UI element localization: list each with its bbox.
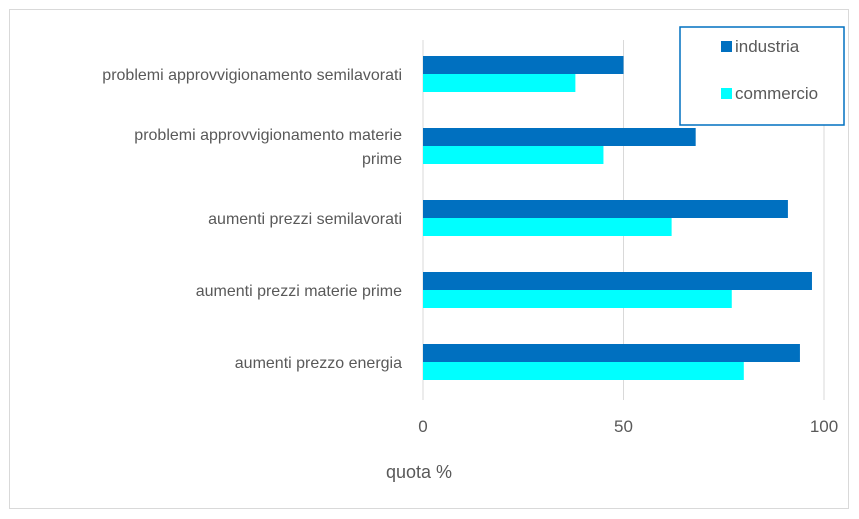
legend-label-industria: industria: [735, 37, 800, 56]
bar-chart: problemi approvvigionamento semilavorati…: [102, 26, 845, 482]
bar-industria-0: [423, 56, 624, 74]
legend: industria commercio: [679, 26, 845, 126]
legend-box: [679, 26, 845, 126]
category-label: aumenti prezzi semilavorati: [208, 211, 402, 228]
x-tick-labels: 0 50 100: [418, 417, 838, 436]
chart-frame: problemi approvvigionamento semilavorati…: [9, 9, 849, 509]
bars: [423, 56, 812, 380]
category-labels: problemi approvvigionamento semilavorati…: [102, 67, 402, 372]
category-label: problemi approvvigionamento materie: [134, 127, 402, 144]
bar-commercio-0: [423, 74, 576, 92]
legend-swatch-commercio: [721, 88, 732, 99]
category-label: aumenti prezzo energia: [235, 355, 402, 372]
bar-commercio-2: [423, 218, 672, 236]
bar-commercio-3: [423, 290, 732, 308]
x-axis-title: quota %: [386, 462, 452, 482]
bar-commercio-1: [423, 146, 604, 164]
legend-label-commercio: commercio: [735, 84, 818, 103]
bar-industria-4: [423, 344, 800, 362]
category-label: prime: [362, 151, 402, 168]
x-tick-label: 100: [810, 417, 838, 436]
x-tick-label: 0: [418, 417, 427, 436]
bar-commercio-4: [423, 362, 744, 380]
legend-swatch-industria: [721, 41, 732, 52]
x-tick-label: 50: [614, 417, 633, 436]
bar-industria-3: [423, 272, 812, 290]
bar-industria-1: [423, 128, 696, 146]
category-label: problemi approvvigionamento semilavorati: [102, 67, 402, 84]
bar-industria-2: [423, 200, 788, 218]
category-label: aumenti prezzi materie prime: [196, 283, 402, 300]
